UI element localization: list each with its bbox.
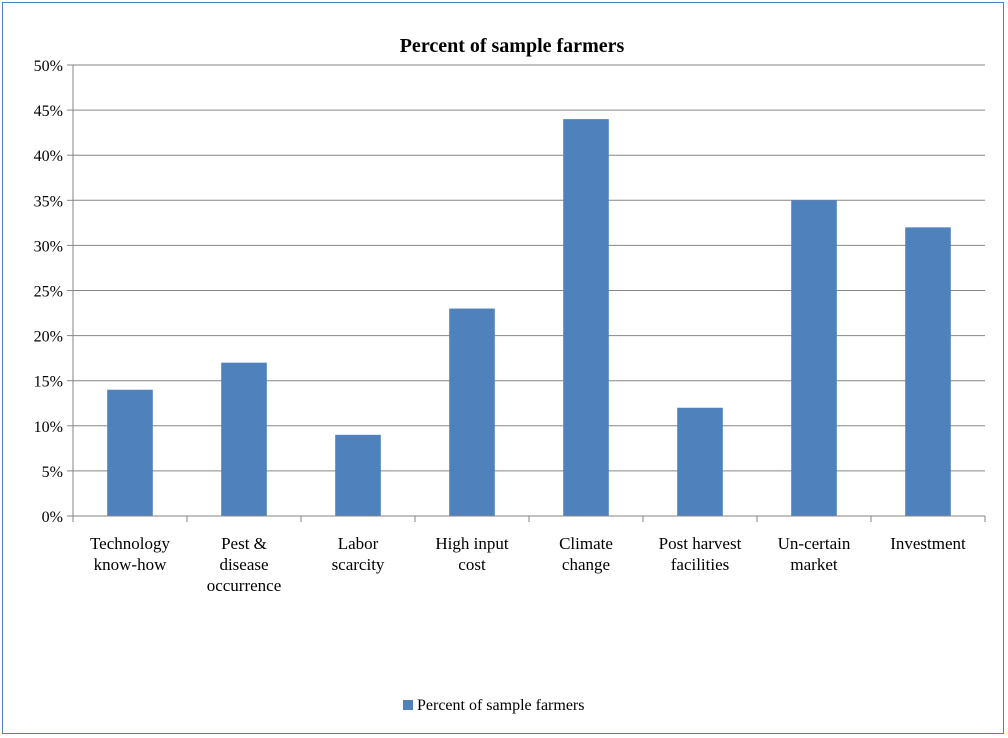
- x-category-label: Post harvest facilities: [659, 534, 742, 574]
- bar: [335, 434, 381, 516]
- x-category-label-line: Technology: [90, 534, 171, 553]
- x-category-label-line: disease: [219, 555, 268, 574]
- x-category-label-line: occurrence: [207, 576, 282, 595]
- x-category-label: Labor scarcity: [332, 534, 385, 574]
- bar: [791, 200, 837, 517]
- bar: [107, 389, 153, 516]
- y-tick-label: 20%: [34, 329, 63, 346]
- x-category-label-line: cost: [458, 555, 486, 574]
- x-category-label-line: Climate: [559, 534, 613, 553]
- x-category-label-line: know-how: [94, 555, 167, 574]
- bar: [905, 227, 951, 517]
- x-category-label-line: scarcity: [332, 555, 385, 574]
- x-axis-category-labels: Technology know-how Pest & disease occurrenc…: [90, 534, 966, 595]
- x-category-label: High input cost: [435, 534, 508, 574]
- y-tick-label: 35%: [34, 193, 63, 210]
- y-tick-label: 10%: [34, 419, 63, 436]
- x-category-label-line: Pest &: [221, 534, 267, 553]
- bar: [221, 362, 267, 516]
- x-category-label: Pest & disease occurrence: [207, 534, 282, 595]
- legend-label: Percent of sample farmers: [417, 697, 584, 714]
- x-category-label: Investment: [890, 534, 966, 553]
- x-category-label-line: Investment: [890, 534, 966, 553]
- x-category-label-line: facilities: [671, 555, 730, 574]
- x-category-label-line: Labor: [338, 534, 379, 553]
- bar: [677, 407, 723, 516]
- y-tick-label: 50%: [34, 58, 63, 75]
- bars: [107, 119, 951, 517]
- y-tick-label: 25%: [34, 284, 63, 301]
- axes: [72, 65, 986, 522]
- gridlines: [67, 64, 985, 517]
- x-category-label-line: market: [790, 555, 837, 574]
- x-category-label-line: Post harvest: [659, 534, 742, 553]
- y-tick-label: 45%: [34, 103, 63, 120]
- x-category-label: Un-certain market: [778, 534, 851, 574]
- y-tick-label: 40%: [34, 148, 63, 165]
- x-category-label-line: Un-certain: [778, 534, 851, 553]
- x-category-label-line: High input: [435, 534, 508, 553]
- y-tick-label: 30%: [34, 238, 63, 255]
- y-tick-label: 15%: [34, 374, 63, 391]
- y-axis-tick-labels: 0% 5% 10% 15% 20% 25% 30% 35% 40% 45% 50%: [34, 58, 63, 526]
- x-category-label: Technology know-how: [90, 534, 171, 574]
- x-category-label-line: change: [562, 555, 610, 574]
- y-tick-label: 5%: [42, 464, 63, 481]
- legend-swatch: [403, 700, 413, 710]
- x-category-label: Climate change: [559, 534, 613, 574]
- y-tick-label: 0%: [42, 509, 63, 526]
- bar: [563, 119, 609, 517]
- bar: [449, 308, 495, 516]
- legend: Percent of sample farmers: [403, 697, 584, 714]
- chart-title: Percent of sample farmers: [400, 35, 625, 57]
